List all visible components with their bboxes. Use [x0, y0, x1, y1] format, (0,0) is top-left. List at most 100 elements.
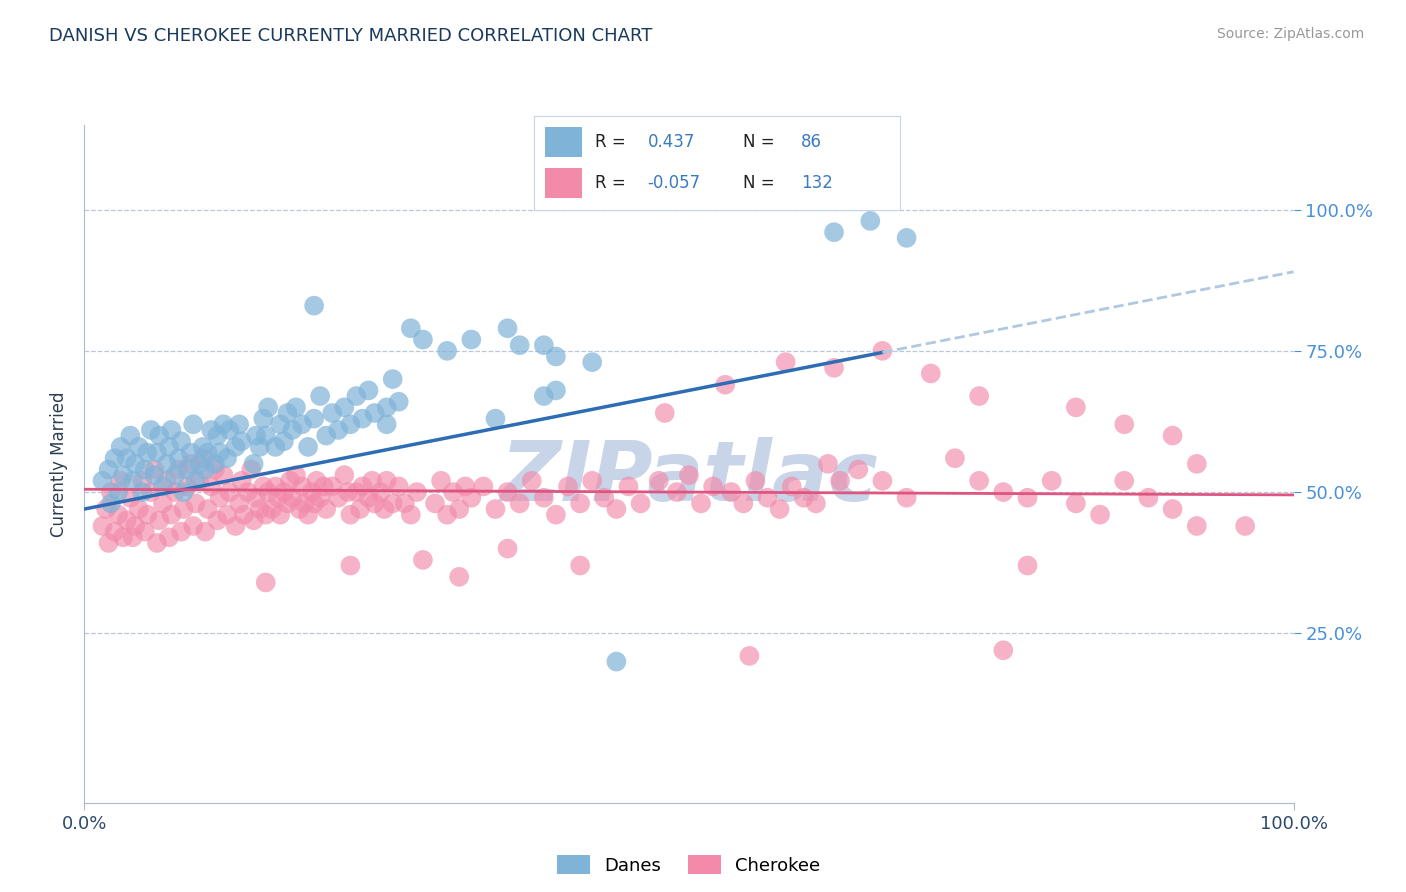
Point [165, 485, 187, 500]
Point [496, 541, 519, 556]
Point [143, 468, 166, 483]
Point [128, 440, 150, 454]
Point [242, 513, 264, 527]
Point [363, 406, 385, 420]
Point [339, 558, 361, 573]
Text: ZIPatlас: ZIPatlас [501, 437, 877, 518]
Point [273, 485, 295, 500]
Point [302, 496, 325, 510]
Point [288, 502, 311, 516]
Point [257, 485, 280, 500]
Point [200, 423, 222, 437]
Point [357, 491, 380, 505]
Point [204, 462, 226, 476]
Point [188, 474, 211, 488]
Point [793, 491, 815, 505]
Point [321, 479, 343, 493]
Point [1114, 474, 1136, 488]
Point [339, 508, 361, 522]
Point [569, 496, 592, 510]
Point [375, 474, 398, 488]
Point [225, 440, 247, 454]
Point [1161, 428, 1184, 442]
Point [228, 496, 250, 510]
Point [173, 502, 195, 516]
Point [131, 474, 153, 488]
Point [333, 468, 356, 483]
Point [184, 474, 207, 488]
Point [146, 536, 169, 550]
Point [120, 428, 142, 442]
Point [581, 474, 603, 488]
Text: 0.437: 0.437 [648, 133, 695, 151]
Point [1017, 558, 1039, 573]
Point [993, 485, 1015, 500]
Point [1017, 491, 1039, 505]
Point [373, 502, 395, 516]
Point [305, 474, 328, 488]
Point [406, 485, 429, 500]
Point [756, 491, 779, 505]
Point [285, 401, 308, 415]
Point [139, 485, 162, 500]
Point [257, 401, 280, 415]
Point [738, 648, 761, 663]
Point [321, 406, 343, 420]
Point [110, 474, 132, 488]
Point [460, 491, 482, 505]
Point [155, 474, 177, 488]
Point [412, 333, 434, 347]
Point [817, 457, 839, 471]
Point [136, 445, 159, 459]
Point [665, 485, 688, 500]
Point [349, 502, 371, 516]
Point [254, 508, 277, 522]
Point [943, 451, 966, 466]
Point [328, 423, 350, 437]
Point [100, 485, 122, 500]
Point [245, 428, 267, 442]
Point [1137, 491, 1160, 505]
Point [830, 474, 852, 488]
Point [388, 479, 411, 493]
Point [339, 417, 361, 432]
Point [993, 643, 1015, 657]
Text: N =: N = [742, 175, 775, 193]
Point [157, 440, 180, 454]
Point [294, 496, 316, 510]
Point [264, 440, 287, 454]
Point [176, 462, 198, 476]
Point [920, 367, 942, 381]
Point [104, 451, 127, 466]
Point [173, 485, 195, 500]
Point [165, 468, 187, 483]
Point [702, 479, 724, 493]
Point [357, 384, 380, 398]
Point [94, 502, 117, 516]
Point [872, 474, 894, 488]
Point [124, 457, 146, 471]
Point [309, 389, 332, 403]
Point [191, 451, 214, 466]
FancyBboxPatch shape [546, 128, 582, 157]
Text: 132: 132 [801, 175, 832, 193]
Point [254, 575, 277, 590]
Point [197, 445, 219, 459]
Point [823, 225, 845, 239]
Point [245, 491, 267, 505]
Point [312, 479, 335, 493]
Point [297, 440, 319, 454]
Point [110, 440, 132, 454]
Point [188, 457, 211, 471]
Point [336, 485, 359, 500]
Point [484, 502, 506, 516]
Point [1064, 401, 1087, 415]
Point [333, 401, 356, 415]
Point [423, 496, 446, 510]
Point [208, 445, 231, 459]
Point [544, 508, 567, 522]
Point [967, 389, 990, 403]
Point [160, 423, 183, 437]
Point [1185, 519, 1208, 533]
Point [231, 474, 253, 488]
